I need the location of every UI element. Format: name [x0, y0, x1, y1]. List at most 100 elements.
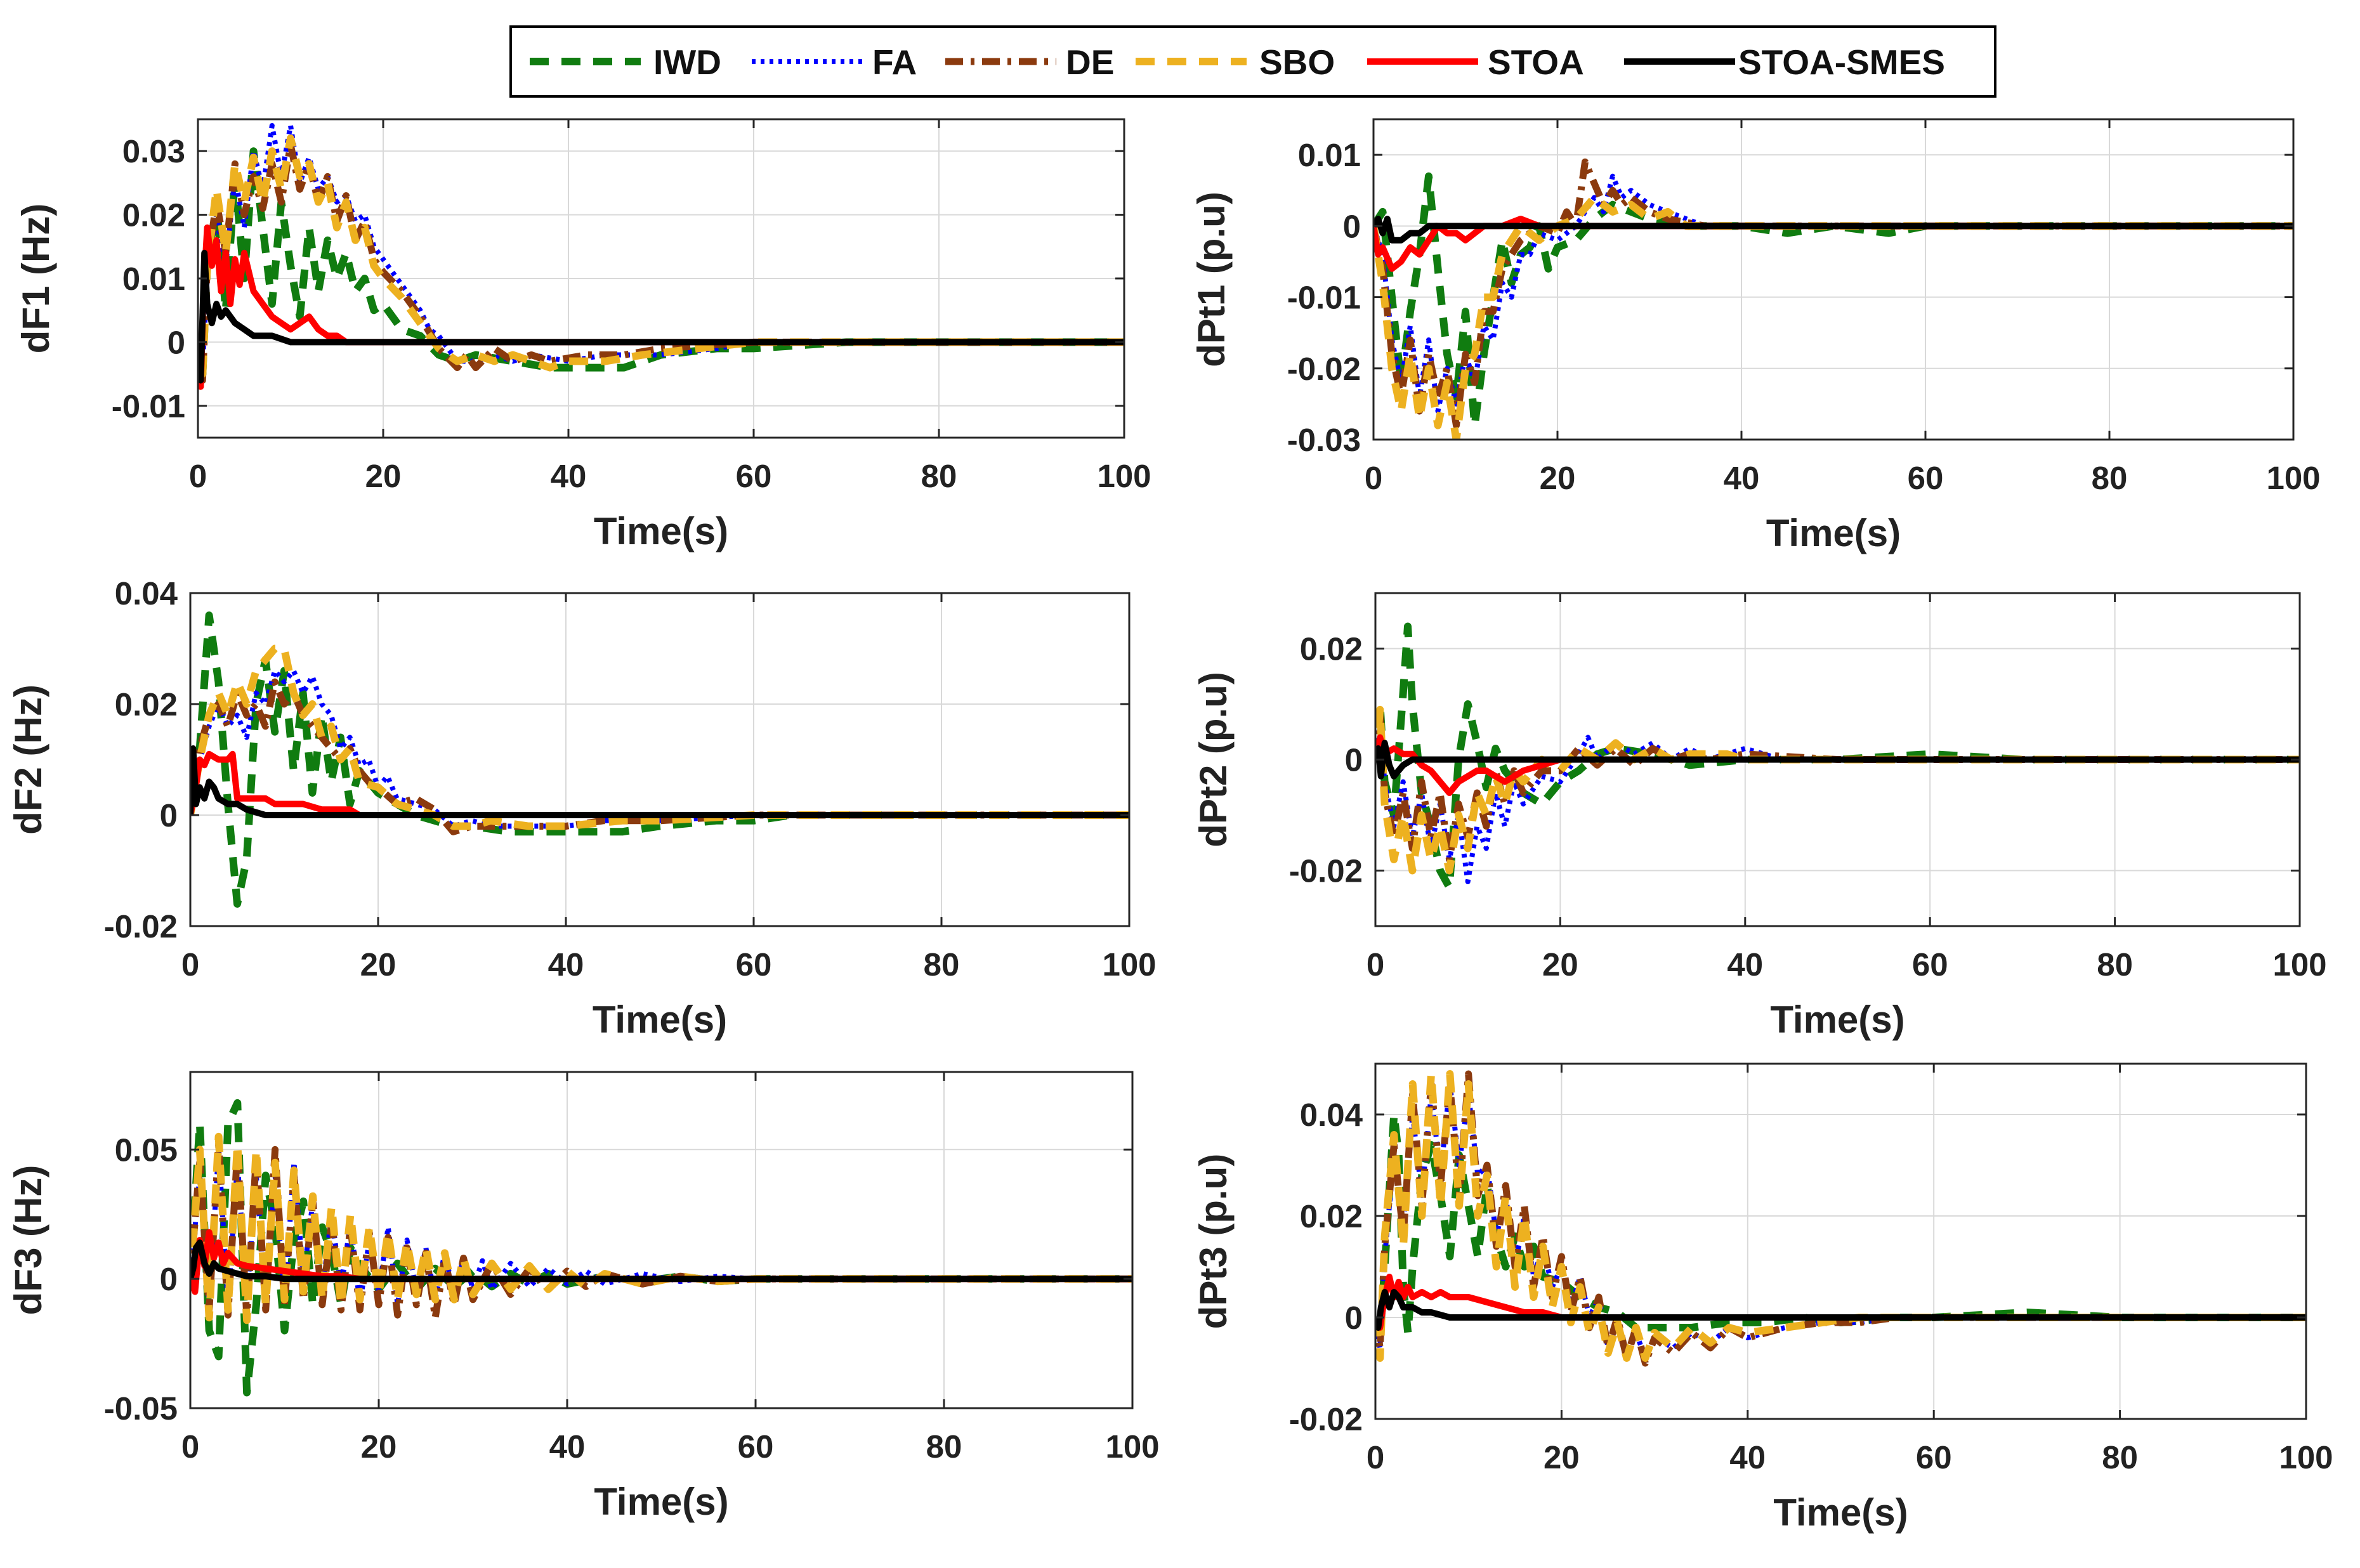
y-axis-label-dpt1: dPt1 (p.u) [1190, 192, 1233, 367]
legend-entry-sbo: SBO [1136, 42, 1335, 82]
series-line-dpt1-stoa-smes [1373, 216, 2293, 244]
x-tick-label: 0 [181, 1428, 199, 1465]
x-tick-label: 40 [549, 1428, 586, 1465]
x-axis-label-df3: Time(s) [594, 1480, 728, 1523]
series-line-df3-de [190, 1140, 1132, 1321]
x-tick-label: 100 [2272, 946, 2326, 983]
legend-label-fa: FA [872, 42, 917, 82]
y-tick-label: 0.03 [122, 133, 185, 169]
plot-area-dpt1 [1373, 119, 2293, 440]
y-tick-label: 0.05 [115, 1132, 178, 1168]
y-axis-label-df3: dF3 (Hz) [7, 1165, 49, 1316]
y-tick-label: -0.01 [112, 388, 185, 424]
x-tick-label: 80 [926, 1428, 962, 1465]
plot-area-dpt3 [1375, 1064, 2306, 1419]
y-tick-label: 0.04 [115, 575, 178, 611]
legend-label-sbo: SBO [1259, 42, 1335, 82]
y-tick-label: 0.02 [1300, 1198, 1363, 1234]
legend-label-stoa: STOA [1488, 42, 1584, 82]
series-line-df2-stoa-smes [190, 745, 1129, 818]
series-line-df1-iwd [198, 147, 1124, 378]
x-tick-label: 100 [1097, 458, 1151, 494]
series-line-dpt3-stoa-smes [1375, 1289, 2306, 1331]
subplot-df1: 0 20 40 60 80 100-0.0100.010.020.03Time(s)dF1… [15, 118, 1151, 552]
series-line-df3-iwd [190, 1099, 1132, 1397]
x-tick-label: 0 [1367, 1439, 1384, 1475]
x-tick-label: 20 [360, 946, 397, 983]
x-tick-label: 40 [551, 458, 587, 494]
series-group-df2 [190, 611, 1129, 908]
x-tick-label: 20 [1544, 1439, 1580, 1475]
y-tick-label: -0.01 [1287, 280, 1361, 316]
y-tick-label: 0.02 [1300, 631, 1363, 667]
series-line-dpt2-sbo [1375, 705, 2300, 875]
axes-frame-dpt3 [1374, 1062, 2307, 1420]
series-line-df3-stoa-smes [190, 1239, 1132, 1283]
y-tick-label: -0.02 [104, 908, 178, 944]
series-line-df2-stoa [190, 750, 1129, 818]
x-tick-label: 60 [736, 946, 772, 983]
x-tick-label: 0 [1365, 460, 1382, 496]
legend-entry-stoa-smes: STOA-SMES [1624, 42, 1945, 82]
x-tick-label: 40 [1724, 460, 1760, 496]
x-tick-label: 60 [736, 458, 772, 494]
series-line-dpt1-sbo [1373, 193, 2293, 440]
y-axis-label-dpt3: dPt3 (p.u) [1192, 1154, 1235, 1330]
y-tick-label: 0.01 [1298, 137, 1361, 173]
y-tick-label: -0.02 [1289, 853, 1363, 889]
series-line-df1-stoa [198, 224, 1124, 390]
legend-entry-stoa: STOA [1367, 42, 1584, 82]
x-tick-label: 40 [548, 946, 584, 983]
x-tick-label: 80 [2097, 946, 2133, 983]
y-axis-label-dpt2: dPt2 (p.u) [1192, 672, 1235, 847]
x-tick-label: 100 [2266, 460, 2320, 496]
x-axis-label-df2: Time(s) [593, 998, 727, 1041]
x-tick-label: 20 [361, 1428, 397, 1465]
legend-label-de: DE [1066, 42, 1114, 82]
x-tick-label: 100 [2279, 1439, 2333, 1475]
x-tick-label: 40 [1727, 946, 1763, 983]
series-line-dpt3-sbo [1375, 1070, 2306, 1362]
x-tick-label: 80 [924, 946, 960, 983]
x-tick-label: 40 [1729, 1439, 1766, 1475]
y-tick-label: 0 [160, 1261, 178, 1297]
legend-entry-de: DE [945, 42, 1114, 82]
subplot-dpt1: 0 20 40 60 80 100 -0.03 -0.02 -0.01 0 0.01 Time(s) d… [1190, 118, 2321, 554]
series-line-dpt1-stoa [1373, 216, 2293, 272]
y-axis-label-df2: dF2 (Hz) [7, 684, 49, 835]
y-axis-label-df1: dF1 (Hz) [15, 204, 57, 354]
x-tick-label: 80 [921, 458, 957, 494]
x-axis-label-df1: Time(s) [594, 510, 728, 552]
legend: IWD FA DE SBO STOA STOA-SMES [509, 25, 1996, 98]
series-line-df1-stoa-smes [198, 249, 1124, 384]
legend-label-iwd: IWD [653, 42, 721, 82]
series-line-df2-sbo [190, 644, 1129, 830]
series-line-dpt1-de [1373, 158, 2293, 429]
x-tick-label: 100 [1102, 946, 1156, 983]
x-tick-label: 80 [2102, 1439, 2138, 1475]
series-line-dpt1-iwd [1373, 172, 2293, 429]
series-group-dpt1 [1373, 158, 2293, 440]
series-line-dpt2-stoa-smes [1375, 740, 2300, 780]
y-tick-label: 0 [160, 797, 178, 833]
x-tick-label: 0 [1367, 946, 1384, 983]
y-tick-label: -0.03 [1287, 422, 1361, 458]
y-tick-label: -0.02 [1287, 351, 1361, 387]
legend-entry-iwd: IWD [530, 42, 721, 82]
series-group-dpt3 [1375, 1070, 2306, 1367]
x-tick-label: 20 [1542, 946, 1578, 983]
legend-entry-fa: FA [752, 42, 917, 82]
y-tick-label: 0 [1345, 742, 1363, 778]
y-tick-label: -0.05 [104, 1390, 178, 1427]
x-tick-label: 80 [2092, 460, 2128, 496]
plot-area-df3 [190, 1072, 1132, 1408]
y-tick-label: 0.04 [1300, 1097, 1363, 1133]
series-line-dpt3-stoa [1375, 1274, 2306, 1331]
axes-frame-df2 [189, 592, 1131, 927]
y-tick-label: 0.02 [122, 197, 185, 233]
x-tick-label: 60 [738, 1428, 774, 1465]
y-tick-label: 0 [1345, 1300, 1363, 1336]
